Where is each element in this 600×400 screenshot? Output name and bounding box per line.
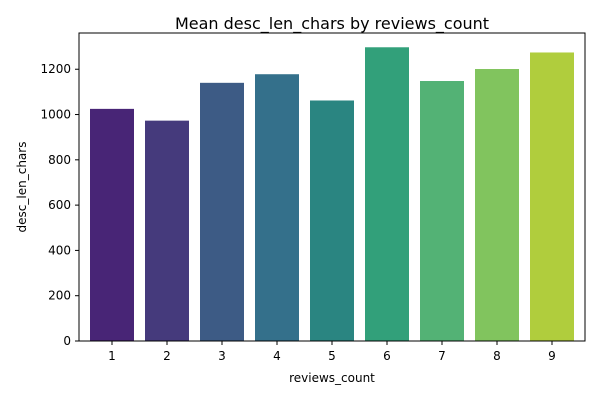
bar-4 [255, 74, 299, 341]
x-tick-label-1: 1 [108, 349, 116, 363]
bar-2 [145, 120, 189, 341]
y-tick-label-1000: 1000 [40, 108, 71, 122]
y-tick-label-200: 200 [48, 289, 71, 303]
x-tick-label-5: 5 [328, 349, 336, 363]
bar-5 [310, 100, 354, 342]
x-tick-label-3: 3 [218, 349, 226, 363]
bar-7 [420, 81, 464, 341]
x-tick-label-2: 2 [163, 349, 171, 363]
x-tick-label-6: 6 [383, 349, 391, 363]
bar-1 [90, 108, 134, 342]
chart-title: Mean desc_len_chars by reviews_count [175, 14, 489, 34]
x-axis: 1 2 3 4 5 6 7 8 9 [108, 341, 556, 363]
x-tick-label-4: 4 [273, 349, 281, 363]
x-tick-label-7: 7 [438, 349, 446, 363]
bar-6 [365, 47, 409, 342]
x-tick-label-9: 9 [548, 349, 556, 363]
x-axis-label: reviews_count [289, 371, 375, 385]
bar-3 [200, 82, 244, 341]
plot-frame [78, 32, 586, 342]
y-tick-label-1200: 1200 [40, 62, 71, 76]
bar-9 [530, 52, 574, 341]
y-tick-label-800: 800 [48, 153, 71, 167]
y-tick-label-0: 0 [63, 334, 71, 348]
y-tick-label-400: 400 [48, 243, 71, 257]
y-axis: 0 200 400 600 800 1000 1200 [40, 62, 79, 348]
bar-8 [475, 69, 519, 341]
bars-group [90, 47, 574, 342]
y-tick-label-600: 600 [48, 198, 71, 212]
x-tick-label-8: 8 [493, 349, 501, 363]
y-axis-label: desc_len_chars [15, 142, 29, 233]
